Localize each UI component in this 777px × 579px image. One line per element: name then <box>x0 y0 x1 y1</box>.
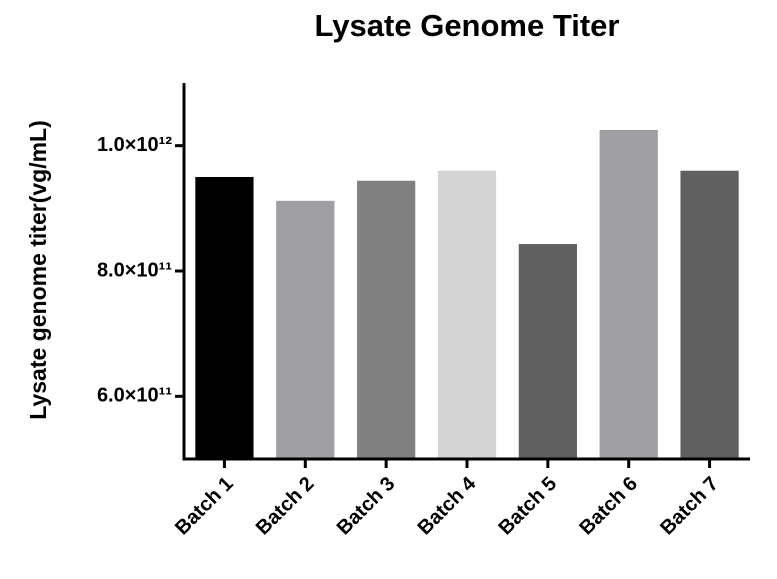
x-tick-label: Batch 6 <box>575 473 642 540</box>
x-tick-label: Batch 4 <box>414 472 481 539</box>
x-tick-label: Batch 5 <box>494 473 561 540</box>
y-tick-label: 8.0×10¹¹ <box>97 259 172 281</box>
bar <box>195 177 254 459</box>
bar <box>437 170 497 459</box>
bar <box>357 180 416 459</box>
x-tick-label: Batch 3 <box>333 473 400 540</box>
bar <box>276 200 335 459</box>
bar <box>599 130 658 459</box>
x-tick-label: Batch 2 <box>252 473 319 540</box>
y-axis-label: Lysate genome titer(vg/mL) <box>25 120 51 419</box>
bar <box>680 170 739 459</box>
y-tick-label: 6.0×10¹¹ <box>97 385 172 407</box>
x-tick-label: Batch 7 <box>656 473 723 540</box>
y-tick-label: 1.0×10¹² <box>97 134 172 156</box>
x-tick-label: Batch 1 <box>171 473 238 540</box>
bar <box>518 244 577 459</box>
chart-title: Lysate Genome Titer <box>315 8 620 43</box>
